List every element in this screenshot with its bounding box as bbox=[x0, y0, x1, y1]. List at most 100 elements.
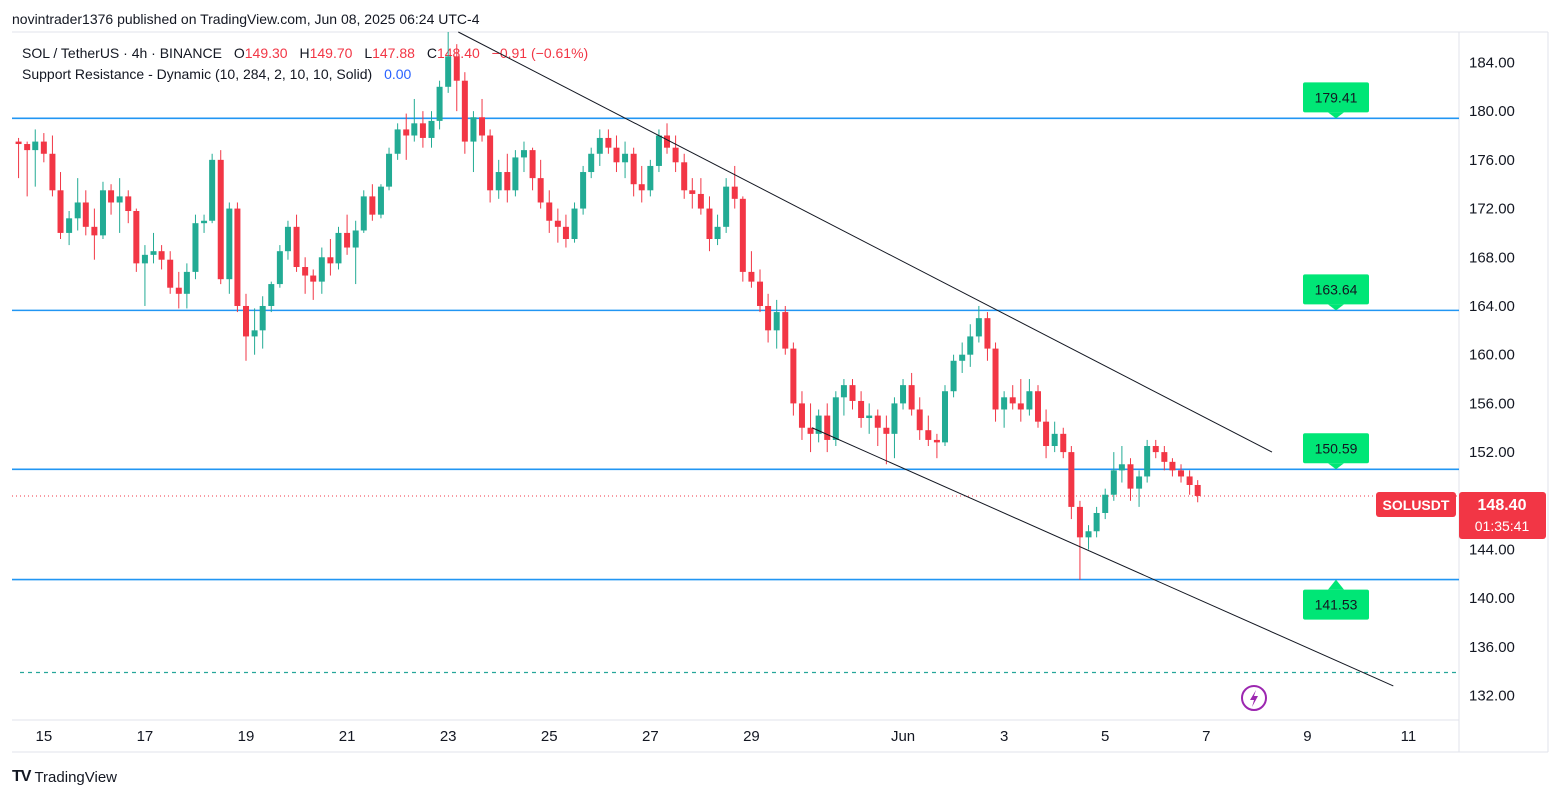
candle-body bbox=[1102, 494, 1109, 513]
candle bbox=[91, 208, 98, 260]
candle bbox=[1136, 470, 1143, 507]
candle-body bbox=[360, 196, 367, 231]
candle-body bbox=[655, 135, 662, 166]
candle-body bbox=[192, 223, 199, 272]
candle bbox=[798, 391, 805, 440]
candle bbox=[1152, 439, 1159, 459]
change-value: −0.91 (−0.61%) bbox=[491, 45, 589, 61]
level-badge-arrow-down-icon bbox=[1328, 463, 1344, 470]
candle bbox=[243, 293, 250, 361]
published-header: novintrader1376 published on TradingView… bbox=[12, 11, 480, 27]
candle-body bbox=[941, 391, 948, 443]
low-label: L bbox=[364, 45, 373, 61]
candle bbox=[470, 111, 477, 173]
candle bbox=[276, 245, 283, 288]
lightning-bolt-icon bbox=[1250, 690, 1258, 707]
x-tick-label: 15 bbox=[35, 728, 52, 745]
y-tick-label: 160.00 bbox=[1469, 347, 1515, 364]
candle bbox=[360, 190, 367, 233]
alert-icon[interactable] bbox=[1241, 685, 1267, 711]
candle bbox=[74, 178, 81, 231]
candle bbox=[344, 214, 351, 255]
candle bbox=[748, 251, 755, 288]
candle bbox=[1068, 446, 1075, 520]
x-tick-label: 9 bbox=[1303, 728, 1311, 745]
candle bbox=[49, 135, 56, 197]
candle bbox=[82, 190, 89, 236]
candle-body bbox=[967, 336, 974, 355]
candle-body bbox=[226, 208, 233, 280]
x-tick-label: 29 bbox=[743, 728, 760, 745]
candle bbox=[209, 153, 216, 224]
candle-body bbox=[1194, 484, 1201, 496]
candle bbox=[1169, 458, 1176, 477]
candle-body bbox=[201, 220, 208, 224]
candle bbox=[15, 137, 22, 179]
candle bbox=[495, 159, 502, 199]
candle bbox=[697, 178, 704, 215]
candle-body bbox=[461, 80, 468, 142]
candle bbox=[1127, 458, 1134, 501]
candle bbox=[580, 165, 587, 215]
candle bbox=[992, 342, 999, 422]
symbol-name[interactable]: SOL / TetherUS · 4h · BINANCE bbox=[22, 45, 222, 61]
candle bbox=[638, 165, 645, 203]
trendlines[interactable] bbox=[458, 31, 1394, 687]
candle bbox=[167, 251, 174, 294]
candle bbox=[1009, 385, 1016, 410]
candle-body bbox=[714, 226, 721, 240]
candle-body bbox=[40, 141, 47, 154]
price-axis[interactable]: 132.00136.00140.00144.00148.00152.00156.… bbox=[1469, 54, 1515, 704]
candle bbox=[1118, 446, 1125, 483]
level-badge-text: 150.59 bbox=[1315, 440, 1358, 456]
trendline bbox=[458, 31, 1273, 453]
candle-body bbox=[849, 385, 856, 401]
candle-body bbox=[74, 202, 81, 219]
candle-body bbox=[470, 117, 477, 142]
candle-body bbox=[520, 150, 527, 158]
level-badge: 179.41 bbox=[1303, 82, 1369, 119]
candle-body bbox=[453, 56, 460, 81]
candle bbox=[824, 403, 831, 453]
time-axis[interactable]: 15 17 19 21 23 25 27 29 Jun 3 5 7 9 11 bbox=[35, 728, 1416, 745]
candle-body bbox=[1068, 452, 1075, 507]
candle-body bbox=[495, 172, 502, 191]
candle-body bbox=[1034, 391, 1041, 422]
candle bbox=[950, 354, 957, 398]
y-tick-label: 144.00 bbox=[1469, 542, 1515, 559]
indicator-name[interactable]: Support Resistance - Dynamic (10, 284, 2… bbox=[22, 66, 373, 82]
price-tag bbox=[1459, 492, 1546, 539]
candle bbox=[815, 409, 822, 443]
open-value: 149.30 bbox=[244, 45, 288, 61]
price-tag-value: 148.40 bbox=[1478, 497, 1527, 514]
candle-body bbox=[259, 305, 266, 331]
candle bbox=[133, 208, 140, 272]
candle bbox=[1110, 452, 1117, 501]
candle bbox=[512, 150, 519, 197]
candle-body bbox=[798, 403, 805, 428]
candle bbox=[284, 220, 291, 260]
x-tick-label: 27 bbox=[642, 728, 659, 745]
candle-body bbox=[630, 153, 637, 185]
candle bbox=[403, 113, 410, 160]
candle-body bbox=[790, 348, 797, 404]
candle-body bbox=[209, 159, 216, 221]
footer-brand[interactable]: TV TradingView bbox=[12, 768, 117, 786]
candle-body bbox=[234, 208, 241, 306]
candle bbox=[1093, 506, 1100, 538]
candles bbox=[15, 32, 1201, 580]
candle-body bbox=[57, 190, 64, 233]
candle-body bbox=[1001, 397, 1008, 410]
candle bbox=[487, 129, 494, 203]
candle bbox=[849, 379, 856, 410]
candle-body bbox=[504, 172, 511, 191]
candle bbox=[757, 269, 764, 313]
candle-body bbox=[571, 208, 578, 240]
candle-body bbox=[596, 137, 603, 154]
candle-body bbox=[158, 251, 165, 260]
x-tick-label: 19 bbox=[238, 728, 255, 745]
candle-body bbox=[1127, 464, 1134, 489]
candle-body bbox=[562, 226, 569, 240]
candle bbox=[268, 281, 275, 313]
